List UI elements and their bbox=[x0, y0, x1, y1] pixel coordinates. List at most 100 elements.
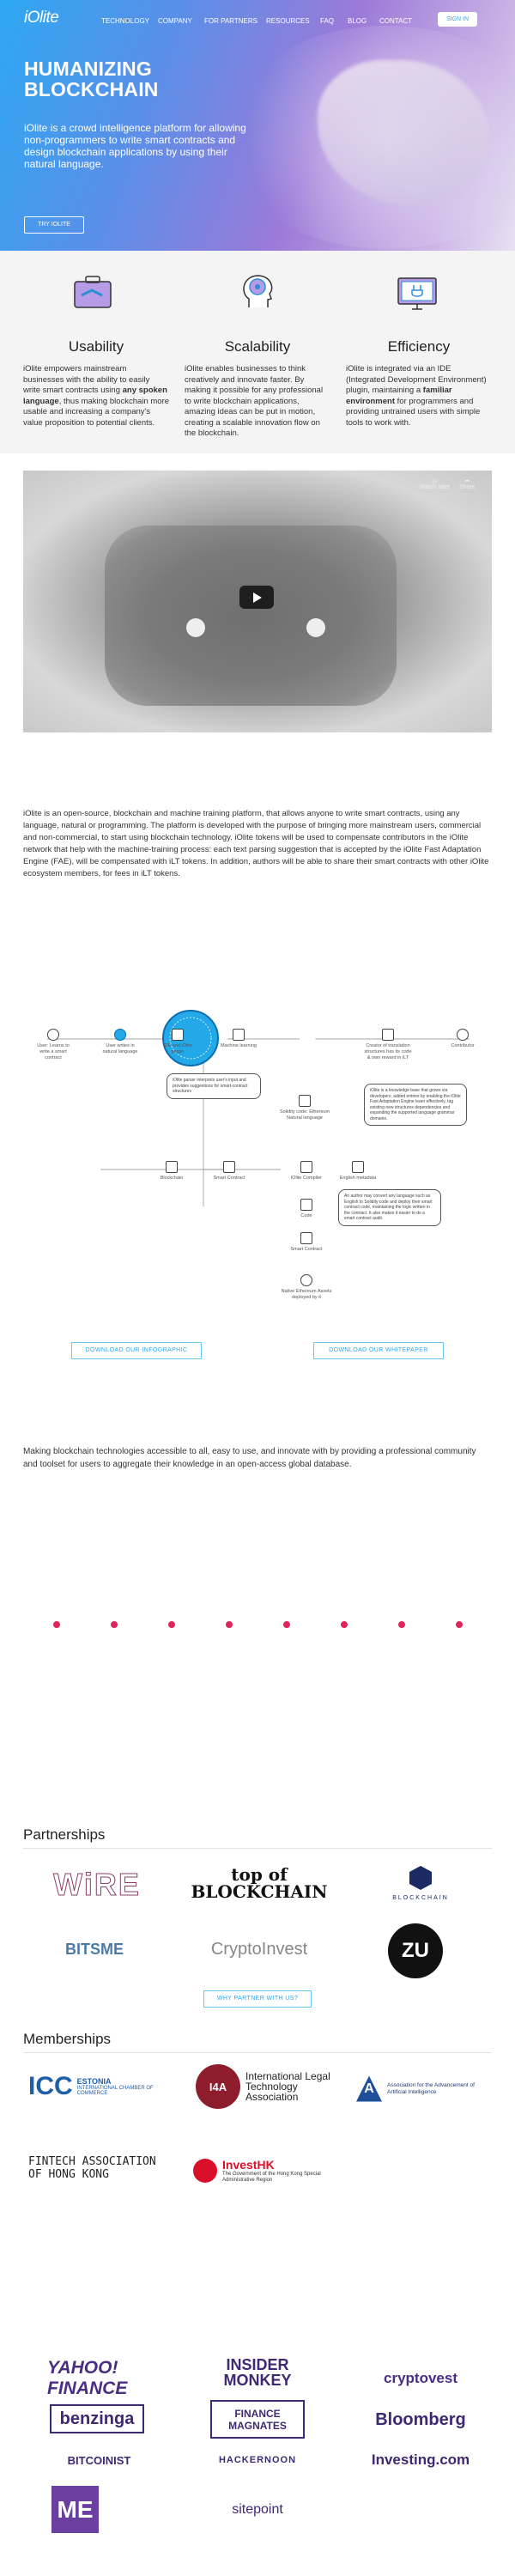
membership-name: ESTONIA bbox=[76, 2077, 112, 2086]
membership-name: The Government of the Hong Kong Special … bbox=[222, 2171, 321, 2183]
node-label: User: Learns to write a smart contract bbox=[37, 1043, 70, 1060]
watch-later-button[interactable]: ◷ Watch later bbox=[420, 478, 451, 490]
membership-logo-icc: ICC ESTONIA INTERNATIONAL CHAMBER OF COM… bbox=[28, 2065, 174, 2108]
press-logo-investing: Investing.com bbox=[371, 2451, 470, 2468]
memberships-title: Memberships bbox=[23, 2031, 112, 2047]
hero-title-line2: BLOCKCHAIN bbox=[24, 78, 159, 100]
flow-diagram-lines bbox=[47, 1010, 470, 1206]
ethereum-icon bbox=[299, 1095, 311, 1107]
nav-resources[interactable]: RESOURCES bbox=[266, 17, 310, 25]
text-icon bbox=[352, 1161, 364, 1173]
feature-title: Usability bbox=[68, 338, 124, 355]
diagram-node-smart2: Smart Contract bbox=[289, 1232, 324, 1253]
diagram-node-blockchain: Blockchain bbox=[154, 1161, 189, 1182]
platform-description: iOlite is an open-source, blockchain and… bbox=[23, 809, 489, 878]
nav-company[interactable]: COMPANY bbox=[158, 17, 192, 25]
node-label: User writes in natural language bbox=[102, 1043, 138, 1054]
diagram-node-eth: Native Ethereum Assets deployed by it bbox=[276, 1274, 336, 1301]
carousel-dot[interactable] bbox=[398, 1621, 405, 1628]
diagram-bubble-knowledge: iOlite is a knowledge base that grows vi… bbox=[364, 1084, 467, 1126]
carousel-dot[interactable] bbox=[341, 1621, 348, 1628]
hero-title: HUMANIZING BLOCKCHAIN bbox=[24, 58, 247, 100]
node-label: IDE and iOlite plugin bbox=[163, 1043, 192, 1054]
nav-contact[interactable]: CONTACT bbox=[379, 17, 413, 25]
diagram-node-solidity: Solidity code: Ethereum Natural language bbox=[279, 1095, 330, 1121]
feature-text: iOlite enables businesses to think creat… bbox=[185, 364, 330, 440]
user-icon bbox=[47, 1029, 59, 1041]
carousel-dot[interactable] bbox=[456, 1621, 463, 1628]
nav-blog[interactable]: BLOG bbox=[348, 17, 367, 25]
membership-mark: I4A bbox=[196, 2064, 240, 2109]
monitor-plug-icon bbox=[397, 277, 437, 310]
press-logo-bitcoinist: BITCOINIST bbox=[67, 2453, 131, 2467]
hero-lead: iOlite is a crowd intelligence platform … bbox=[24, 122, 246, 170]
node-label: Smart Contract bbox=[290, 1247, 323, 1252]
diagram-node-compiler: iOlite Compiler bbox=[289, 1161, 324, 1182]
membership-text: ESTONIA INTERNATIONAL CHAMBER OF COMMERC… bbox=[77, 2077, 163, 2096]
chain-icon bbox=[166, 1161, 178, 1173]
partner-logo-text: BLOCKCHAIN bbox=[392, 1895, 449, 1901]
diagram-bubble-author: An author may convert any language such … bbox=[338, 1189, 441, 1226]
press-logo-me: ME bbox=[52, 2486, 99, 2533]
feature-text: iOlite empowers mainstream businesses wi… bbox=[23, 364, 169, 428]
try-iolite-button[interactable]: TRY IOLITE bbox=[24, 216, 84, 234]
contract-icon bbox=[223, 1161, 235, 1173]
diagram-node-english: English metadata bbox=[336, 1161, 379, 1182]
node-label: iOlite Compiler bbox=[290, 1176, 323, 1181]
video-player[interactable]: ◷ Watch later ➦ Share bbox=[23, 471, 492, 732]
node-label: Smart Contract bbox=[213, 1176, 245, 1181]
partner-logo-blockchain: BLOCKCHAIN bbox=[378, 1857, 464, 1909]
play-button[interactable] bbox=[239, 586, 274, 609]
sign-in-button[interactable]: SIGN IN bbox=[438, 12, 477, 27]
document-icon bbox=[382, 1029, 394, 1041]
partner-logo-bitsme: BITSME bbox=[64, 1940, 124, 1958]
press-logo-sitepoint: sitepoint bbox=[232, 2502, 283, 2517]
carousel-dot[interactable] bbox=[226, 1621, 233, 1628]
divider bbox=[23, 2052, 492, 2053]
partner-logo-topofblockchain: top of BLOCKCHAIN bbox=[191, 1859, 328, 1906]
bauhinia-icon bbox=[193, 2158, 217, 2183]
features-section: Usability iOlite empowers mainstream bus… bbox=[0, 251, 515, 453]
feature-text-part: iOlite empowers mainstream businesses wi… bbox=[23, 364, 150, 395]
partner-logo-zu: ZU bbox=[388, 1923, 443, 1978]
hexagon-icon bbox=[409, 1866, 432, 1890]
video-thumbnail-dot bbox=[186, 618, 205, 637]
partnerships-title: Partnerships bbox=[23, 1826, 106, 1843]
node-label: Solidity code: Ethereum Natural language bbox=[279, 1109, 330, 1121]
feature-text-part: , thus making blockchain more usable and… bbox=[23, 396, 170, 428]
node-label: Machine learning bbox=[221, 1043, 257, 1048]
feature-title: Scalability bbox=[224, 338, 291, 355]
partner-logo-text: top of BLOCKCHAIN bbox=[191, 1863, 328, 1902]
share-button[interactable]: ➦ Share bbox=[459, 478, 476, 490]
feature-text-bold: any spoken language bbox=[23, 386, 167, 406]
feature-text-part: iOlite enables businesses to think creat… bbox=[185, 364, 324, 438]
download-infographic-button[interactable]: DOWNLOAD OUR INFOGRAPHIC bbox=[71, 1342, 202, 1359]
divider bbox=[23, 1848, 492, 1849]
site-logo[interactable]: iOlite bbox=[24, 9, 59, 27]
node-label: Creator of translation structures has it… bbox=[364, 1043, 412, 1060]
nav-faq[interactable]: FAQ bbox=[320, 17, 335, 25]
diagram-node-engine: iOlite Fast Adaptation Engine bbox=[284, 1032, 334, 1043]
nav-for-partners[interactable]: FOR PARTNERS bbox=[204, 17, 258, 25]
chat-icon bbox=[114, 1029, 126, 1041]
feature-text-part: iOlite is integrated via an IDE (Integra… bbox=[346, 364, 487, 395]
membership-mark: InvestHK bbox=[222, 2157, 275, 2172]
code-icon bbox=[300, 1199, 312, 1211]
membership-mark: ICC bbox=[28, 2072, 73, 2100]
nav-technology[interactable]: TECHNOLOGY bbox=[101, 17, 150, 25]
carousel-dot[interactable] bbox=[168, 1621, 175, 1628]
compiler-icon bbox=[300, 1161, 312, 1173]
feature-text-part: for programmers and providing untrained … bbox=[346, 396, 481, 428]
carousel-dot[interactable] bbox=[53, 1621, 60, 1628]
hero-title-line1: HUMANIZING bbox=[24, 58, 152, 80]
why-partner-button[interactable]: WHY PARTNER WITH US? bbox=[203, 1990, 312, 2008]
ethereum-icon bbox=[300, 1274, 312, 1286]
membership-name: Association for the Advancement of Artif… bbox=[387, 2081, 475, 2095]
diagram-node-code: Code bbox=[289, 1199, 324, 1219]
download-whitepaper-button[interactable]: DOWNLOAD OUR WHITEPAPER bbox=[313, 1342, 444, 1359]
diagram-bubble-parser: iOlite parser interprets user's input an… bbox=[167, 1073, 261, 1099]
press-logo-cryptovest: cryptovest bbox=[384, 2370, 457, 2386]
feature-title: Efficiency bbox=[387, 338, 451, 355]
carousel-dot[interactable] bbox=[111, 1621, 118, 1628]
carousel-dot[interactable] bbox=[283, 1621, 290, 1628]
